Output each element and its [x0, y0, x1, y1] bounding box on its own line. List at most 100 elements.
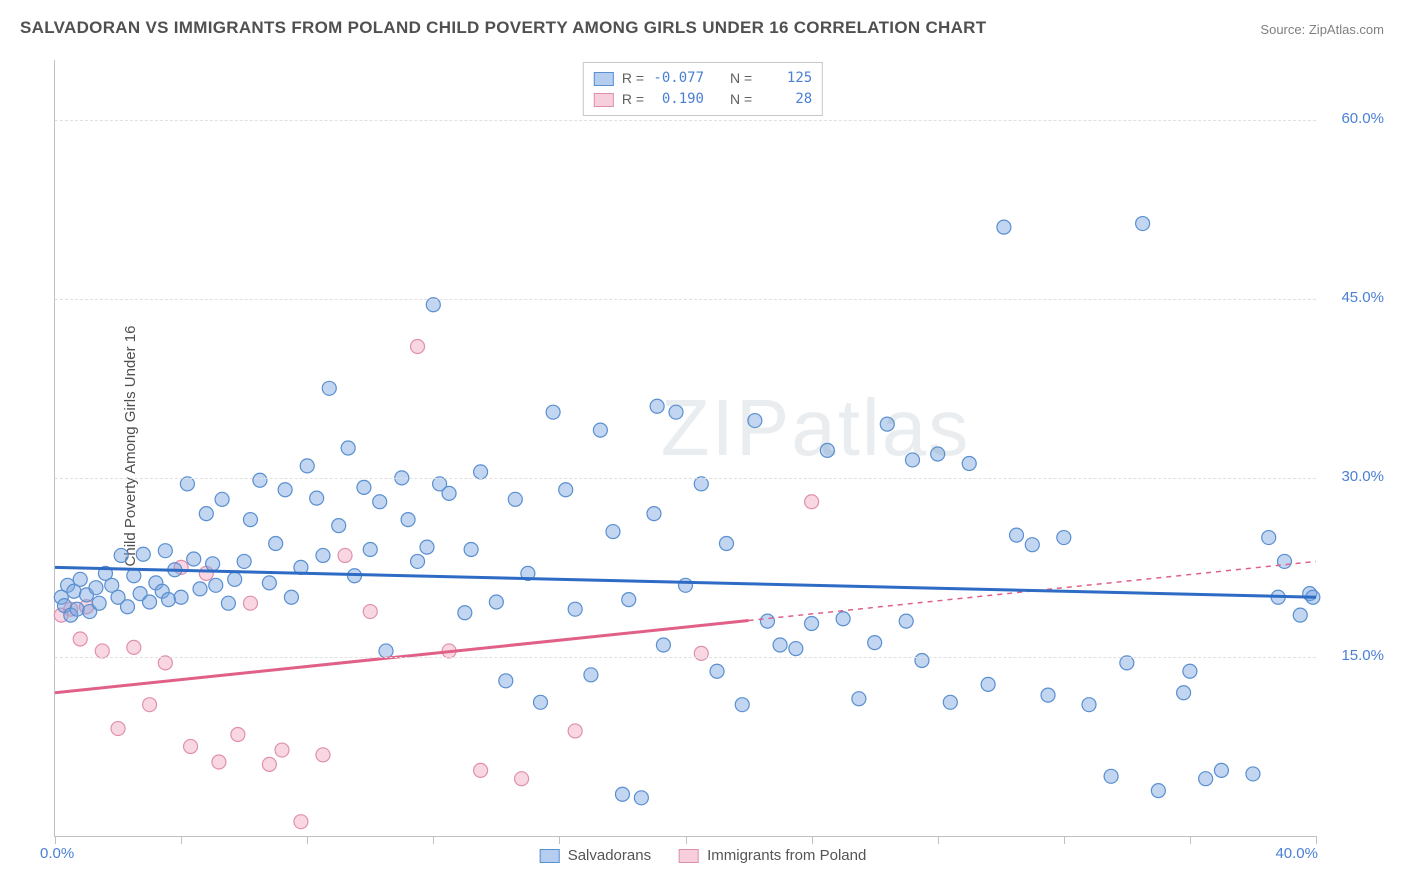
x-tick-mark [1064, 836, 1065, 844]
data-point [915, 654, 929, 668]
data-point [515, 772, 529, 786]
data-point [606, 525, 620, 539]
data-point [243, 596, 257, 610]
data-point [694, 646, 708, 660]
legend-label: Salvadorans [568, 847, 651, 864]
data-point [805, 495, 819, 509]
data-point [1104, 769, 1118, 783]
x-tick-mark [55, 836, 56, 844]
data-point [253, 473, 267, 487]
x-tick-mark [433, 836, 434, 844]
swatch-blue [540, 849, 560, 863]
data-point [634, 791, 648, 805]
gridline [55, 657, 1316, 658]
data-point [464, 542, 478, 556]
data-point [70, 602, 84, 616]
data-point [221, 596, 235, 610]
data-point [489, 595, 503, 609]
data-point [474, 465, 488, 479]
data-point [669, 405, 683, 419]
data-point [300, 459, 314, 473]
data-point [316, 548, 330, 562]
data-point [1293, 608, 1307, 622]
data-point [880, 417, 894, 431]
data-point [1010, 528, 1024, 542]
data-point [114, 548, 128, 562]
data-point [92, 596, 106, 610]
data-point [962, 457, 976, 471]
data-point [719, 537, 733, 551]
data-point [748, 414, 762, 428]
data-point [262, 757, 276, 771]
data-point [1151, 784, 1165, 798]
data-point [1199, 772, 1213, 786]
n-label: N = [730, 68, 752, 89]
data-point [559, 483, 573, 497]
data-point [679, 578, 693, 592]
data-point [284, 590, 298, 604]
data-point [710, 664, 724, 678]
data-point [546, 405, 560, 419]
data-point [836, 612, 850, 626]
data-point [1057, 531, 1071, 545]
data-point [789, 642, 803, 656]
data-point [805, 616, 819, 630]
swatch-pink [679, 849, 699, 863]
data-point [209, 578, 223, 592]
data-point [458, 606, 472, 620]
data-point [215, 492, 229, 506]
data-point [1120, 656, 1134, 670]
data-point [1277, 554, 1291, 568]
data-point [338, 548, 352, 562]
y-tick-label: 45.0% [1341, 289, 1384, 306]
x-tick-mark [938, 836, 939, 844]
data-point [316, 748, 330, 762]
data-point [820, 443, 834, 457]
data-point [332, 519, 346, 533]
data-point [73, 632, 87, 646]
data-point [310, 491, 324, 505]
n-value: 125 [760, 68, 812, 89]
data-point [997, 220, 1011, 234]
data-point [411, 340, 425, 354]
data-point [584, 668, 598, 682]
source-attribution: Source: ZipAtlas.com [1260, 22, 1384, 37]
data-point [269, 537, 283, 551]
data-point [161, 593, 175, 607]
plot-area [54, 60, 1316, 837]
data-point [158, 544, 172, 558]
data-point [615, 787, 629, 801]
y-tick-label: 15.0% [1341, 647, 1384, 664]
swatch-pink [594, 93, 614, 107]
data-point [127, 640, 141, 654]
legend-item-salvadorans: Salvadorans [540, 847, 651, 864]
data-point [905, 453, 919, 467]
correlation-legend: R = -0.077 N = 125 R = 0.190 N = 28 [583, 62, 823, 116]
data-point [121, 600, 135, 614]
data-point [760, 614, 774, 628]
gridline [55, 478, 1316, 479]
r-value: 0.190 [652, 89, 704, 110]
data-point [1041, 688, 1055, 702]
scatter-svg [55, 60, 1316, 836]
data-point [275, 743, 289, 757]
data-point [158, 656, 172, 670]
data-point [656, 638, 670, 652]
data-point [341, 441, 355, 455]
x-tick-mark [812, 836, 813, 844]
data-point [212, 755, 226, 769]
data-point [174, 590, 188, 604]
x-axis-max-label: 40.0% [1275, 845, 1318, 862]
data-point [593, 423, 607, 437]
data-point [187, 552, 201, 566]
data-point [199, 507, 213, 521]
y-tick-label: 60.0% [1341, 110, 1384, 127]
data-point [262, 576, 276, 590]
data-point [357, 480, 371, 494]
data-point [237, 554, 251, 568]
data-point [193, 582, 207, 596]
n-value: 28 [760, 89, 812, 110]
r-value: -0.077 [652, 68, 704, 89]
chart-title: SALVADORAN VS IMMIGRANTS FROM POLAND CHI… [20, 18, 986, 38]
data-point [1246, 767, 1260, 781]
